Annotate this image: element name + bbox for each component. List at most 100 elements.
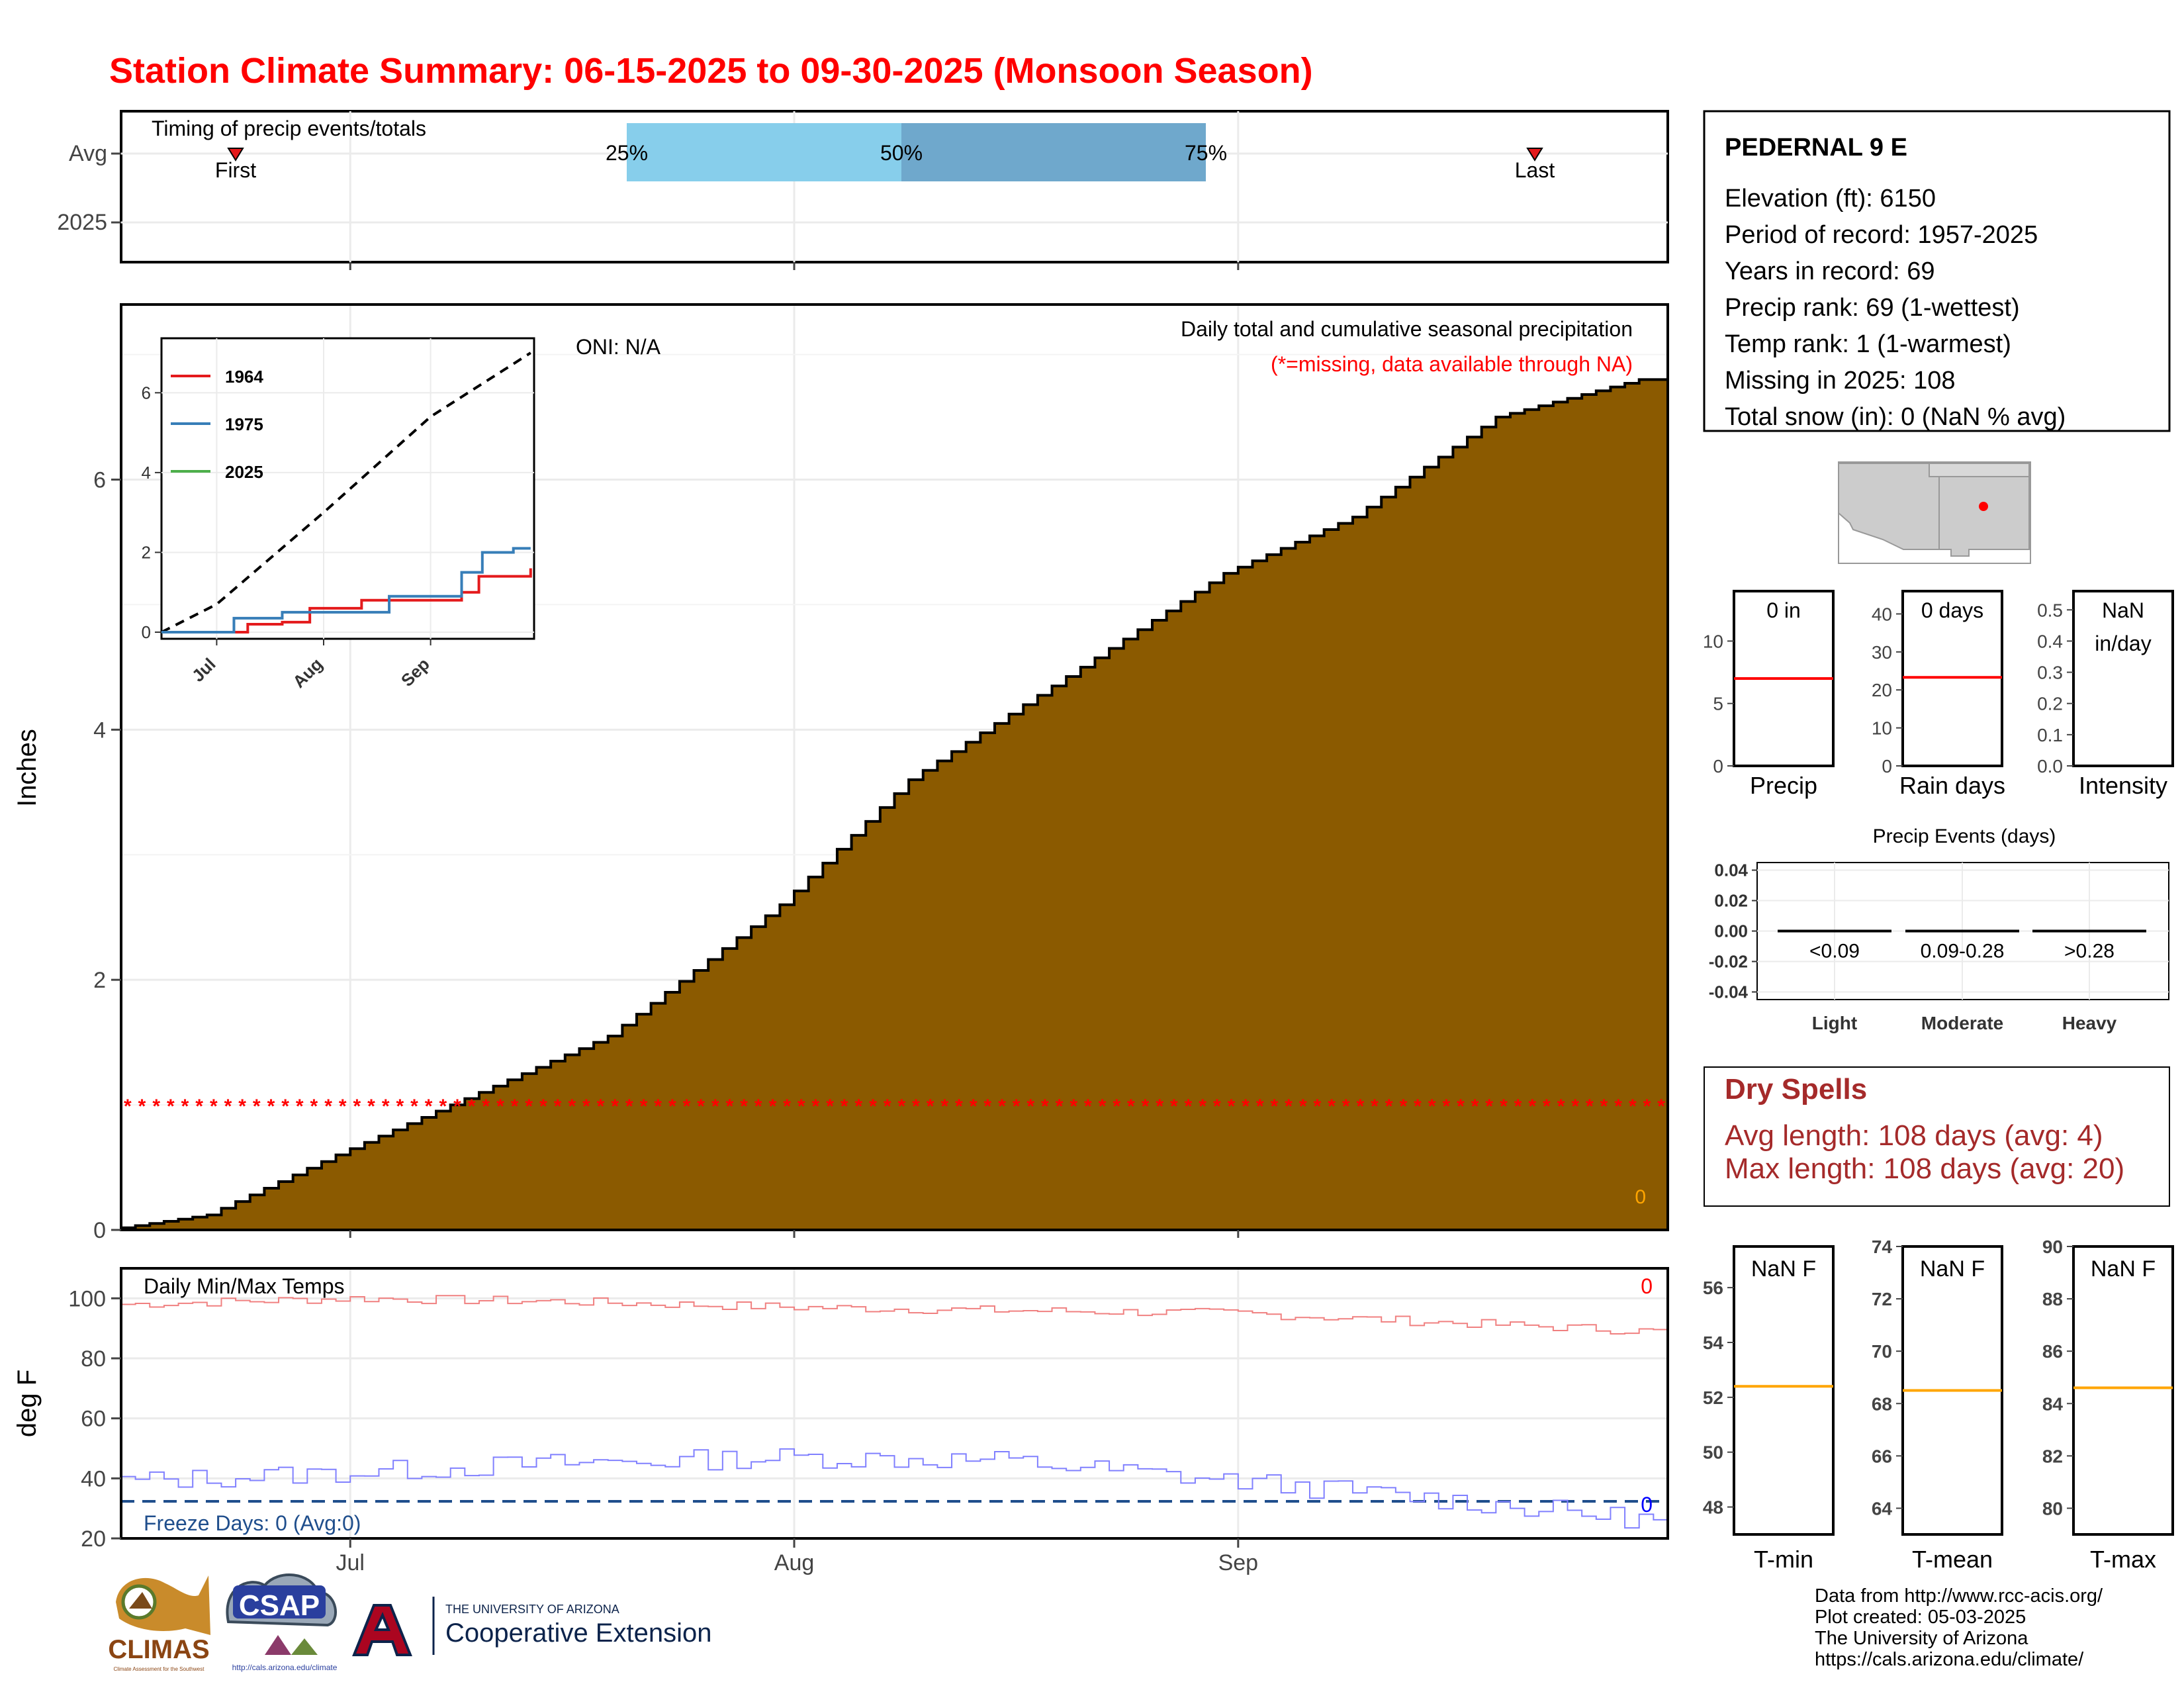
footer-line: https://cals.arizona.edu/climate/ [1815,1649,2084,1670]
stat-bar-y-tick: 0.4 [2037,631,2063,651]
stat-bar-intensity: 0.0 0.1 0.2 0.3 0.4 0.5 NaN in/day Intensity [2037,590,2174,799]
temp-bar-y-tick: 74 [1872,1237,1893,1257]
events-bin-label: <0.09 [1809,941,1860,962]
station-info-line: Temp rank: 1 (1-warmest) [1725,330,2011,358]
timing-label: Timing of precip events/totals [152,117,426,140]
page-title: Station Climate Summary: 06-15-2025 to 0… [109,51,1313,91]
tmin-line [121,1448,1668,1529]
temp-bar-y-tick: 52 [1703,1387,1723,1408]
last-marker-icon [1526,148,1543,162]
climas-logo-subtext: Climate Assessment for the Southwest [114,1666,205,1672]
inset-y-tick: 6 [142,383,151,402]
percentile-bar-25-50 [627,123,901,181]
events-bar [1905,929,2019,933]
events-bin-label: >0.28 [2064,941,2115,962]
temp-y-tick: 20 [81,1526,106,1552]
precip-subtitle: Daily total and cumulative seasonal prec… [1181,317,1633,341]
temp-y-tick: 80 [81,1346,106,1372]
x-tick: Sep [1218,1550,1259,1575]
stat-bar-y-tick: 0.3 [2037,663,2063,683]
stat-bar-y-tick: 0.0 [2037,756,2063,776]
stat-bar-value: 0 days [1921,598,1983,622]
stat-bar-precip: 0 5 10 0 in Precip [1703,590,1835,799]
pct-50-label: 50% [880,141,923,165]
timing-row-avg: Avg [69,141,107,166]
inset-legend-label: 2025 [225,462,263,482]
stat-bar-label: Precip [1750,772,1817,799]
temp-bar-y-tick: 86 [2042,1341,2063,1362]
temp-bar-value: NaN F [2091,1256,2156,1282]
dry-spells-max: Max length: 108 days (avg: 20) [1725,1152,2124,1185]
percentile-bar-50-75 [901,123,1206,181]
temp-bar-y-tick: 82 [2042,1446,2063,1466]
temp-bar-t-mean: 64 66 68 70 72 74 NaN F T-mean [1872,1237,2003,1573]
first-marker-icon [227,148,244,162]
inset-legend-label: 1964 [225,367,263,387]
events-y-tick: 0.04 [1714,861,1748,880]
temp-bar-value: NaN F [1920,1256,1985,1282]
stat-bar-rain-days: 0 10 20 30 40 0 days Rain days [1872,590,2005,799]
stat-bar-y-tick: 0 [1882,756,1892,776]
station-info-line: Period of record: 1957-2025 [1725,221,2038,249]
precip-y-tick: 6 [93,467,106,492]
temps-y-label: deg F [13,1370,42,1437]
inset-series-avg [161,352,531,633]
temp-bar-y-tick: 70 [1872,1341,1892,1362]
station-info-line: Total snow (in): 0 (NaN % avg) [1725,403,2066,431]
precip-y-tick: 0 [93,1218,106,1243]
events-bin-label: 0.09-0.28 [1921,941,2005,962]
temp-bar-label: T-min [1754,1546,1813,1573]
station-info-line: Precip rank: 69 (1-wettest) [1725,294,2020,322]
temp-bar-y-tick: 64 [1872,1498,1893,1519]
first-label: First [215,158,256,182]
temp-bar-t-max: 80 82 84 86 88 90 NaN F T-max [2042,1237,2174,1573]
temps-panel: Daily Min/Max Temps Freeze Days: 0 (Avg:… [13,262,1669,1575]
last-label: Last [1515,158,1555,182]
tmin-corner: 0 [1641,1493,1653,1517]
locator-map [1838,461,2031,564]
inset-series-1975 [161,547,531,633]
inset-legend-label: 1975 [225,414,263,434]
ua-cooperative-extension-logo: THE UNIVERSITY OF ARIZONA Cooperative Ex… [352,1597,711,1656]
temp-bar-y-tick: 88 [2042,1289,2063,1309]
temp-y-tick: 40 [81,1466,106,1491]
station-info-line: Missing in 2025: 108 [1725,367,1956,395]
temp-y-tick: 100 [68,1286,106,1311]
station-name: PEDERNAL 9 E [1725,134,1907,162]
stat-bar-value-unit: in/day [2095,632,2151,655]
tmax-corner: 0 [1641,1274,1653,1298]
x-tick: Aug [774,1550,815,1575]
station-info-line: Years in record: 69 [1725,258,1935,285]
stat-bar-y-tick: 0.1 [2037,725,2063,745]
dry-spells-avg: Avg length: 108 days (avg: 4) [1725,1119,2103,1152]
temp-bar-y-tick: 66 [1872,1446,1892,1466]
stat-bar-value: NaN [2102,598,2144,622]
season-stat-bars: 0 5 10 0 in Precip 0 10 20 30 40 0 days Rain days 0.… [1703,590,2174,799]
timing-row-2025: 2025 [57,210,107,235]
events-y-tick: 0.02 [1714,891,1748,911]
precip-corner-value: 0 [1635,1186,1646,1208]
precip-y-tick: 4 [93,718,106,743]
events-bar [2032,929,2146,933]
footer-line: Data from http://www.rcc-acis.org/ [1815,1585,2103,1607]
temp-bar-y-tick: 72 [1872,1289,1892,1309]
oni-label: ONI: N/A [576,335,661,359]
station-info-box: PEDERNAL 9 E Elevation (ft): 6150 Period … [1703,110,2171,432]
stat-bar-y-tick: 30 [1872,642,1892,663]
footer-line: The University of Arizona [1815,1628,2028,1649]
temp-bar-value: NaN F [1751,1256,1816,1282]
events-bar [1778,929,1891,933]
temp-bar-t-min: 48 50 52 54 56 NaN F T-min [1703,1245,1835,1573]
csap-logo: CSAP http://cals.arizona.edu/climate [226,1573,338,1672]
stat-bar-y-tick: 10 [1872,718,1892,739]
missing-note: (*=missing, data available through NA) [1271,352,1633,376]
temp-bar-y-tick: 84 [2042,1393,2064,1414]
timing-panel: Timing of precip events/totals 25% 50% 7… [57,110,1669,263]
events-title: Precip Events (days) [1873,825,2056,847]
temp-bar-y-tick: 80 [2042,1498,2063,1519]
temp-bar-y-tick: 56 [1703,1278,1723,1298]
stat-bar-y-tick: 5 [1713,694,1723,714]
station-info-line: Elevation (ft): 6150 [1725,185,1936,212]
